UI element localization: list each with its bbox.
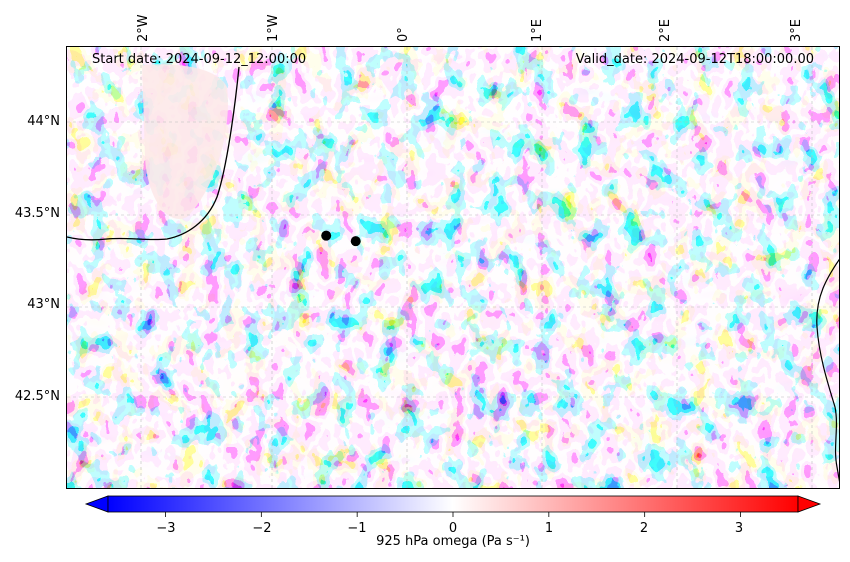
lat-label-43-5n: 43.5°N (14, 206, 60, 221)
lon-label-1e: 1°E (530, 19, 545, 42)
lat-label-44n: 44°N (27, 114, 60, 129)
graticule (67, 47, 839, 488)
colorbar-tick-label: 0 (448, 521, 458, 536)
lon-label-2e: 2°E (658, 19, 673, 42)
colorbar-tick-label: −1 (347, 521, 367, 536)
omega-field (67, 47, 839, 488)
lon-label-0: 0° (396, 27, 411, 42)
colorbar-max-extend (797, 495, 822, 513)
valid-date-label: Valid_date: 2024-09-12T18:00:00.00 (575, 52, 814, 67)
lon-label-1w: 1°W (266, 14, 281, 42)
marker-group (321, 230, 361, 247)
omega-map-panel: Start date: 2024-09-12_12:00:00 Valid_da… (66, 46, 840, 489)
colorbar-tick-label: 2 (639, 521, 649, 536)
location-marker (350, 236, 361, 247)
border-line (816, 258, 839, 483)
colorbar-tick-label: −3 (156, 521, 176, 536)
lat-label-43n: 43°N (27, 297, 60, 312)
colorbar-ticks (165, 512, 741, 517)
lat-label-42-5n: 42.5°N (14, 389, 60, 404)
colorbar-tick-label: −2 (252, 521, 272, 536)
colorbar-min-extend (84, 495, 109, 513)
colorbar-label: 925 hPa omega (Pa s⁻¹) (376, 534, 530, 549)
start-date-label: Start date: 2024-09-12_12:00:00 (92, 52, 307, 67)
lon-label-3e: 3°E (789, 19, 804, 42)
colorbar-gradient (107, 495, 799, 513)
coastline (67, 66, 240, 241)
colorbar-tick-label: 1 (544, 521, 554, 536)
lon-label-2w: 2°W (136, 14, 151, 42)
colorbar (84, 495, 822, 517)
light-region (142, 64, 228, 219)
colorbar-tick-label: 3 (734, 521, 744, 536)
location-marker (321, 230, 332, 241)
